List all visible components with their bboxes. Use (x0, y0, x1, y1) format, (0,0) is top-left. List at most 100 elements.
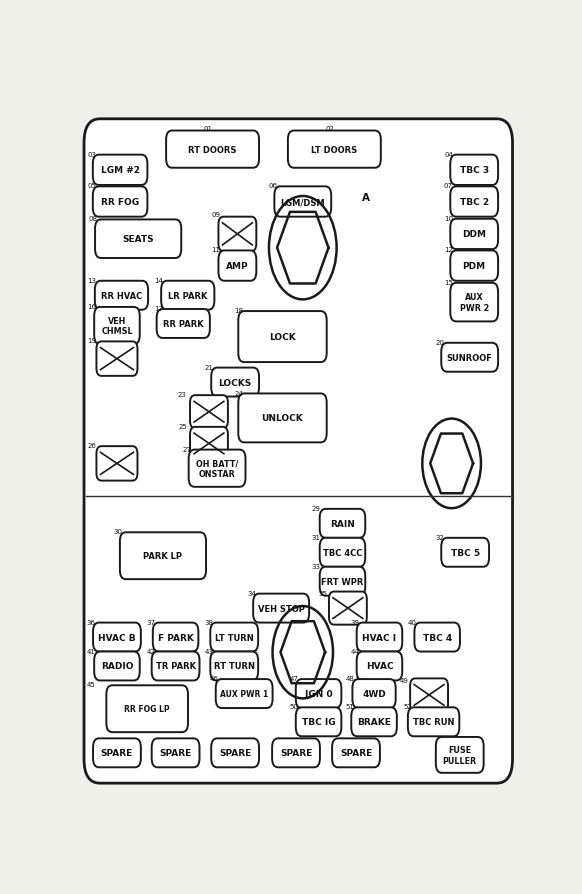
Text: 50: 50 (289, 704, 299, 710)
FancyBboxPatch shape (94, 652, 140, 680)
FancyBboxPatch shape (296, 707, 342, 737)
Text: RAIN: RAIN (330, 519, 355, 528)
Text: 32: 32 (435, 535, 444, 540)
FancyBboxPatch shape (153, 623, 198, 652)
Text: 30: 30 (113, 528, 122, 535)
Text: FRT WPR: FRT WPR (321, 578, 364, 586)
FancyBboxPatch shape (352, 707, 397, 737)
Text: 27: 27 (183, 446, 191, 452)
FancyBboxPatch shape (320, 538, 365, 567)
Text: 11: 11 (212, 248, 221, 253)
Text: 17: 17 (154, 306, 163, 312)
Text: 26: 26 (88, 443, 97, 449)
Text: RR FOG LP: RR FOG LP (125, 704, 170, 713)
FancyBboxPatch shape (296, 679, 342, 708)
Text: VEH
CHMSL: VEH CHMSL (101, 316, 133, 336)
FancyBboxPatch shape (95, 282, 148, 310)
Text: LOCK: LOCK (269, 333, 296, 342)
Text: 08: 08 (88, 216, 98, 223)
FancyBboxPatch shape (189, 450, 246, 487)
Text: 03: 03 (87, 152, 96, 157)
Text: 51: 51 (346, 704, 354, 710)
Text: LT DOORS: LT DOORS (311, 146, 357, 155)
Text: RT TURN: RT TURN (214, 662, 255, 670)
Text: 01: 01 (204, 126, 212, 132)
Text: TBC 4CC: TBC 4CC (323, 548, 362, 557)
Text: 47: 47 (289, 675, 299, 681)
Text: 13: 13 (88, 277, 97, 283)
FancyBboxPatch shape (93, 187, 147, 217)
FancyBboxPatch shape (320, 510, 365, 538)
FancyBboxPatch shape (152, 738, 200, 767)
FancyBboxPatch shape (450, 156, 498, 186)
Text: 24: 24 (235, 391, 243, 396)
FancyBboxPatch shape (357, 623, 402, 652)
Text: 23: 23 (178, 392, 187, 398)
Text: 20: 20 (435, 340, 444, 345)
Text: AMP: AMP (226, 262, 249, 271)
FancyBboxPatch shape (210, 652, 258, 680)
FancyBboxPatch shape (210, 623, 258, 652)
Text: VEH STOP: VEH STOP (258, 604, 304, 613)
FancyBboxPatch shape (107, 686, 188, 732)
Text: PDM: PDM (463, 262, 486, 271)
Text: 31: 31 (311, 535, 320, 540)
FancyBboxPatch shape (95, 220, 181, 258)
Text: 40: 40 (408, 619, 417, 625)
FancyBboxPatch shape (332, 738, 380, 767)
FancyBboxPatch shape (253, 594, 309, 623)
Text: RR FOG: RR FOG (101, 198, 139, 207)
Text: TBC 5: TBC 5 (450, 548, 480, 557)
Text: 48: 48 (346, 675, 354, 681)
Text: IGN 0: IGN 0 (305, 689, 332, 698)
Text: TR PARK: TR PARK (155, 662, 196, 670)
FancyBboxPatch shape (414, 623, 460, 652)
Text: LGM/DSM: LGM/DSM (281, 198, 325, 207)
Text: SPARE: SPARE (340, 748, 372, 757)
FancyBboxPatch shape (441, 538, 489, 567)
FancyBboxPatch shape (288, 131, 381, 169)
Text: TBC 3: TBC 3 (460, 166, 489, 175)
Text: 29: 29 (311, 505, 320, 511)
FancyBboxPatch shape (93, 623, 141, 652)
Text: 25: 25 (178, 424, 187, 429)
FancyBboxPatch shape (84, 120, 513, 783)
Text: 10: 10 (444, 215, 453, 222)
FancyBboxPatch shape (218, 251, 256, 282)
Text: TBC 4: TBC 4 (423, 633, 452, 642)
Text: 37: 37 (146, 619, 155, 625)
Text: 21: 21 (205, 364, 214, 370)
FancyBboxPatch shape (216, 679, 272, 708)
FancyBboxPatch shape (450, 220, 498, 249)
Text: AUX PWR 1: AUX PWR 1 (220, 689, 268, 698)
Text: 49: 49 (400, 677, 409, 683)
Text: 45: 45 (87, 681, 95, 687)
Text: 44: 44 (350, 648, 359, 654)
FancyBboxPatch shape (436, 738, 484, 773)
Text: SUNROOF: SUNROOF (447, 353, 492, 362)
FancyBboxPatch shape (190, 396, 228, 429)
Text: 46: 46 (210, 675, 218, 681)
FancyBboxPatch shape (274, 187, 331, 217)
Text: 39: 39 (350, 619, 359, 625)
Text: LOCKS: LOCKS (218, 378, 252, 387)
FancyBboxPatch shape (152, 652, 200, 680)
Text: LR PARK: LR PARK (168, 291, 207, 300)
FancyBboxPatch shape (441, 343, 498, 372)
FancyBboxPatch shape (120, 533, 206, 579)
Text: FUSE
PULLER: FUSE PULLER (443, 746, 477, 764)
Text: HVAC I: HVAC I (363, 633, 396, 642)
Text: 4WD: 4WD (362, 689, 386, 698)
Text: SPARE: SPARE (159, 748, 191, 757)
Text: F PARK: F PARK (158, 633, 194, 642)
Text: 04: 04 (444, 152, 453, 157)
Text: 16: 16 (88, 304, 97, 309)
FancyBboxPatch shape (410, 679, 448, 712)
Text: SPARE: SPARE (101, 748, 133, 757)
Text: 15: 15 (444, 280, 453, 285)
Text: TBC RUN: TBC RUN (413, 718, 455, 727)
Text: HVAC B: HVAC B (98, 633, 136, 642)
Text: LGM #2: LGM #2 (101, 166, 140, 175)
Text: 02: 02 (325, 126, 334, 132)
Text: SPARE: SPARE (280, 748, 312, 757)
